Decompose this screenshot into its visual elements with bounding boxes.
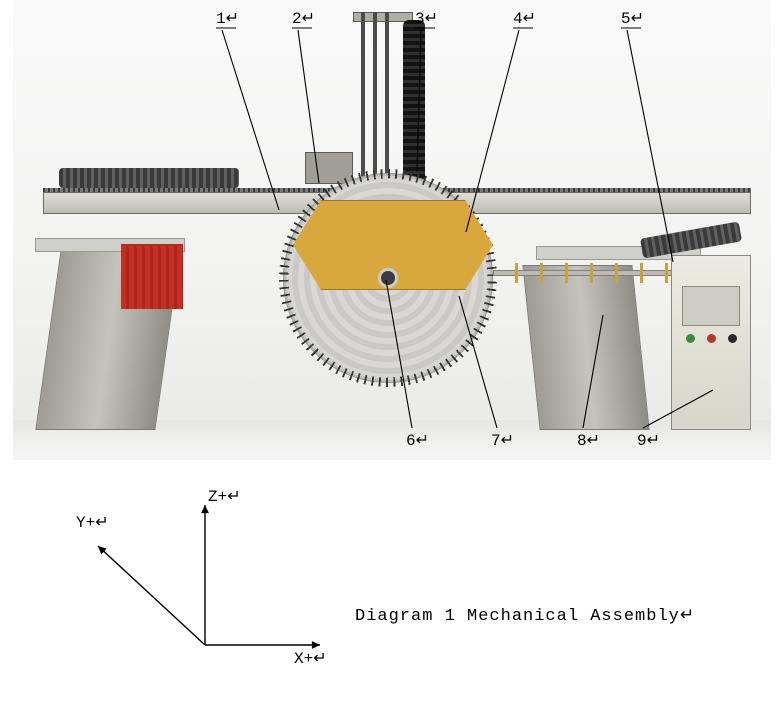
control-cabinet <box>671 255 751 430</box>
callout-label-1: 1↵ <box>216 8 239 28</box>
button-green <box>686 334 695 343</box>
vertical-mast-assembly <box>343 12 443 192</box>
mast-rail <box>385 12 389 192</box>
axes-svg <box>30 490 330 670</box>
coordinate-axes: Z+↵ Y+↵ X+↵ <box>30 490 330 670</box>
button-black <box>728 334 737 343</box>
blade-hub <box>378 268 398 288</box>
red-drape <box>121 244 183 309</box>
axis-label-y: Y+↵ <box>76 512 109 532</box>
mast-rail <box>361 12 365 192</box>
mast-rail <box>373 12 377 192</box>
button-red <box>707 334 716 343</box>
axis-label-x: X+↵ <box>294 648 327 668</box>
callout-label-2: 2↵ <box>292 8 315 28</box>
cable-hose <box>403 20 425 190</box>
cable-chain-left <box>59 168 239 188</box>
callout-label-4: 4↵ <box>513 8 536 28</box>
control-buttons <box>686 334 737 343</box>
mechanical-assembly-figure: 1↵2↵3↵4↵5↵6↵7↵8↵9↵ <box>13 0 771 460</box>
figure-caption: Diagram 1 Mechanical Assembly↵ <box>355 605 695 626</box>
side-rail-pins <box>493 263 693 283</box>
support-pillar-right <box>522 265 649 430</box>
callout-label-5: 5↵ <box>621 8 644 28</box>
axis-label-z: Z+↵ <box>208 486 241 506</box>
control-panel <box>682 286 740 326</box>
